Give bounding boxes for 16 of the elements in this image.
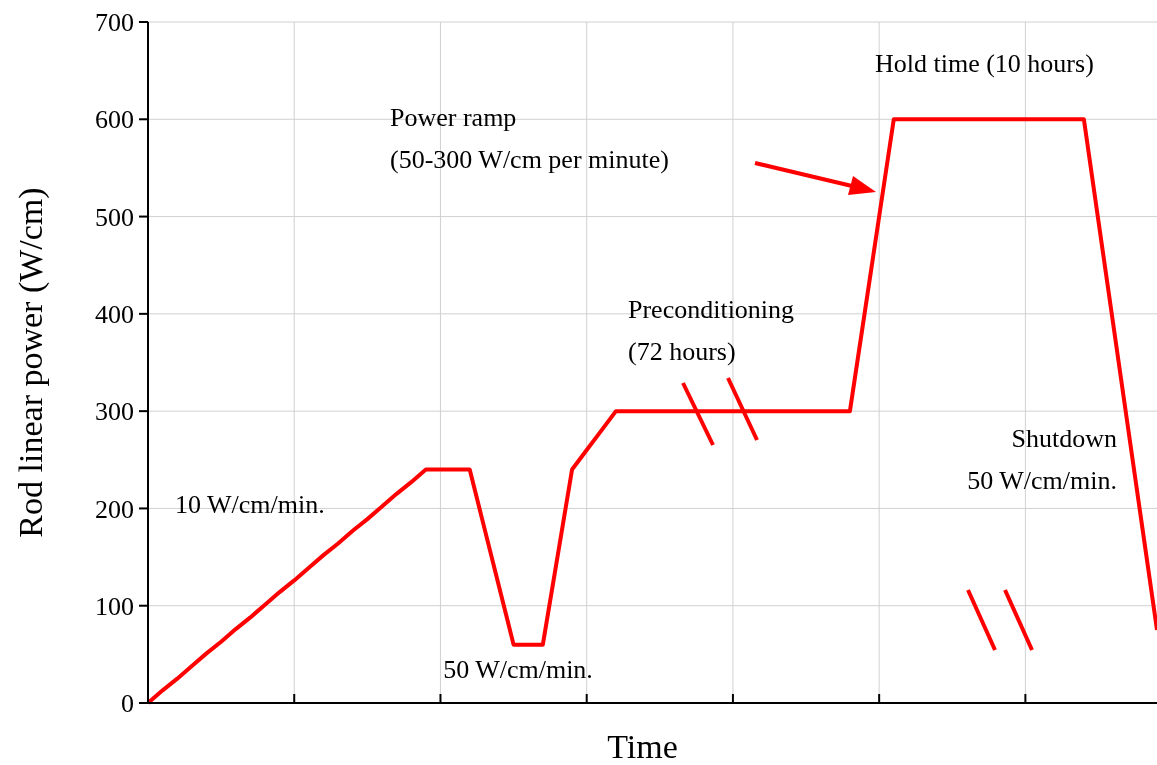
annotation: Preconditioning (72 hours): [628, 295, 795, 366]
annotation: 50 W/cm/min.: [443, 655, 593, 684]
annotation: 10 W/cm/min.: [175, 490, 325, 519]
annotation: Shutdown 50 W/cm/min.: [967, 424, 1117, 495]
y-tick-label: 700: [95, 8, 134, 38]
annotation: Hold time (10 hours): [875, 49, 1094, 78]
y-tick-label: 300: [95, 397, 134, 427]
y-axis-title: Rod linear power (W/cm): [12, 187, 50, 538]
x-axis-title: Time: [607, 728, 678, 765]
y-tick-label: 600: [95, 105, 134, 135]
y-tick-label: 200: [95, 494, 134, 524]
y-tick-label: 500: [95, 202, 134, 232]
y-tick-label: 0: [121, 689, 134, 719]
annotation: Power ramp (50-300 W/cm per minute): [390, 103, 669, 174]
y-tick-label: 100: [95, 591, 134, 621]
y-tick-label: 400: [95, 299, 134, 329]
